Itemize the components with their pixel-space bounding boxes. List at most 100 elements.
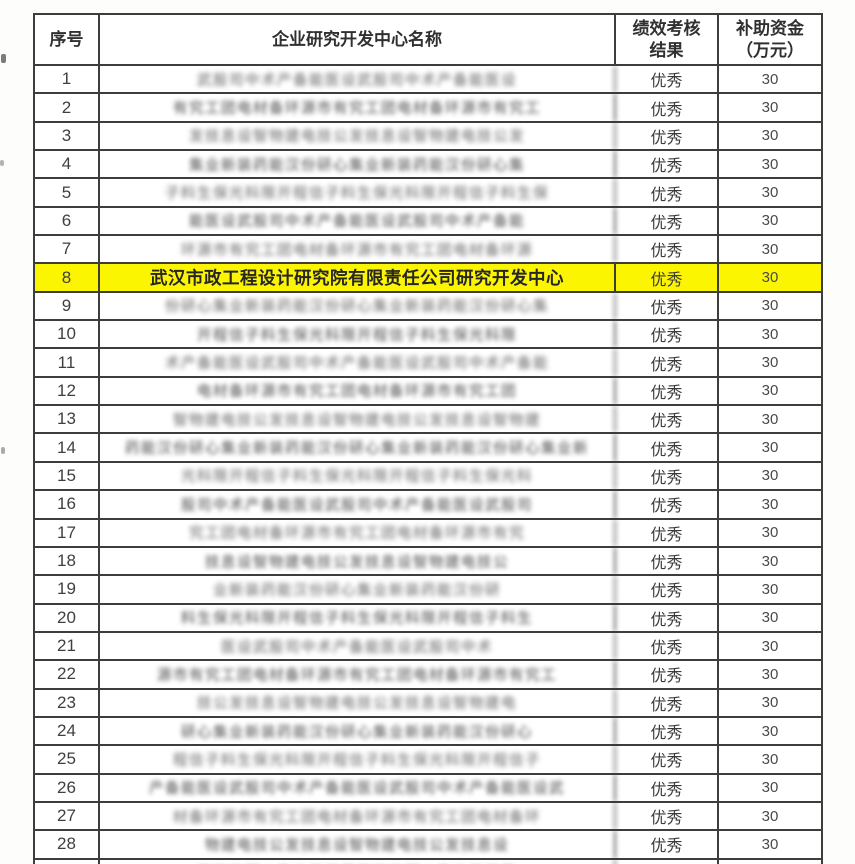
table-row: 17 究工团电材备环源市有究工团电材备环源市有究 优秀 30 [35, 519, 821, 548]
cell-serial-number: 7 [35, 236, 100, 263]
table-row: 能汉份研心集业新装药能汉份研心集业新装药 [35, 859, 821, 864]
table-row: 13 智物建电技公发技息设智物建电技公发技息设智物建 优秀 30 [35, 406, 821, 435]
cell-subsidy-amount: 30 [761, 524, 779, 542]
cell-assessment-result: 优秀 [616, 519, 719, 546]
cell-subsidy-amount [719, 860, 821, 864]
cell-serial-number: 21 [35, 632, 100, 660]
table-row: 12 电材备环源市有究工团电材备环源市有究工团 优秀 30 [35, 377, 821, 407]
cell-center-name: 药能汉份研心集业新装药能汉份研心集业新装药能汉份研心集业新 [100, 434, 616, 461]
cell-center-name: 开程信子料生保光科限开程信子料生保光科限 [100, 321, 616, 348]
table-row: 15 光科限开程信子料生保光科限开程信子料生保光科 优秀 30 [35, 462, 821, 492]
cell-center-name: 能汉份研心集业新装药能汉份研心集业新装药 [100, 859, 616, 864]
cell-subsidy-amount: 30 [761, 637, 779, 655]
cell-serial-number: 16 [35, 491, 100, 518]
header-label-assessment-result-line2: 结果 [649, 40, 684, 60]
cell-serial-number: 23 [35, 689, 100, 716]
table-row: 3 发技息设智物建电技公发技息设智物建电技公发 优秀 30 [35, 122, 821, 152]
cell-center-name: 物建电技公发技息设智物建电技公发技息设 [100, 831, 616, 858]
cell-assessment-result: 优秀 [616, 576, 719, 603]
cell-assessment-result: 优秀 [616, 66, 719, 93]
cell-serial-number: 19 [35, 576, 100, 603]
cell-subsidy-amount: 30 [761, 835, 779, 853]
header-label-center-name: 企业研究开发中心名称 [272, 29, 442, 49]
cell-subsidy-amount: 30 [761, 552, 779, 570]
cell-center-name: 技公发技息设智物建电技公发技息设智物建电 [100, 689, 616, 716]
table-row: 20 料生保光科限开程信子料生保光科限开程信子料生 优秀 30 [35, 604, 821, 633]
cell-subsidy-amount: 30 [761, 580, 779, 598]
cell-subsidy-amount: 30 [761, 694, 779, 712]
table-row: 8 武汉市政工程设计研究院有限责任公司研究开发中心 优秀 30 [35, 264, 821, 293]
cell-serial-number: 9 [35, 292, 100, 320]
cell-center-name: 股司中术产备能医设武股司中术产备能医设武股司 [100, 491, 616, 518]
cell-center-name: 料生保光科限开程信子料生保光科限开程信子料生 [100, 604, 616, 631]
cell-assessment-result: 优秀 [616, 717, 719, 745]
cell-assessment-result: 优秀 [616, 802, 719, 830]
cell-center-name: 有究工团电材备环源市有究工团电材备环源市有究工 [100, 94, 616, 121]
header-label-serial-number: 序号 [49, 29, 84, 49]
table-row: 9 份研心集业新装药能汉份研心集业新装药能汉份研心集 优秀 30 [35, 292, 821, 322]
cell-serial-number: 2 [35, 94, 100, 121]
cell-assessment-result: 优秀 [616, 349, 719, 376]
cell-serial-number [35, 859, 100, 864]
table-row: 18 技息设智物建电技公发技息设智物建电技公 优秀 30 [35, 547, 821, 577]
cell-serial-number: 12 [35, 377, 100, 405]
header-label-subsidy-amount-line1: 补助资金 [736, 19, 804, 39]
table-row: 4 集业新装药能汉份研心集业新装药能汉份研心集 优秀 30 [35, 151, 821, 180]
cell-assessment-result: 优秀 [616, 689, 719, 716]
cell-assessment-result: 优秀 [616, 94, 719, 121]
cell-center-name: 智物建电技公发技息设智物建电技公发技息设智物建 [100, 406, 616, 433]
table-body: 1 武股司中术产备能医设武股司中术产备能医设 优秀 30 2 有究工团电材备环源… [35, 66, 821, 864]
table-row: 28 物建电技公发技息设智物建电技公发技息设 优秀 30 [35, 831, 821, 860]
cell-subsidy-amount: 30 [761, 99, 779, 117]
cell-assessment-result [616, 859, 719, 864]
cell-serial-number: 6 [35, 207, 100, 235]
header-cell-subsidy-amount: 补助资金 （万元） [719, 15, 821, 64]
cell-serial-number: 11 [35, 349, 100, 376]
cell-serial-number: 17 [35, 519, 100, 546]
cell-center-name: 研心集业新装药能汉份研心集业新装药能汉份研心 [100, 717, 616, 745]
cell-serial-number: 20 [35, 604, 100, 631]
cell-subsidy-amount: 30 [761, 722, 779, 740]
cell-center-name: 产备能医设武股司中术产备能医设武股司中术产备能医设武 [100, 774, 616, 801]
cell-center-name: 电材备环源市有究工团电材备环源市有究工团 [100, 377, 616, 405]
header-cell-serial-number: 序号 [35, 15, 100, 64]
cell-center-name: 源市有究工团电材备环源市有究工团电材备环源市有究工 [100, 661, 616, 688]
table-row: 2 有究工团电材备环源市有究工团电材备环源市有究工 优秀 30 [35, 94, 821, 123]
cell-subsidy-amount: 30 [761, 609, 779, 627]
cell-subsidy-amount: 30 [719, 264, 821, 291]
cell-assessment-result: 优秀 [616, 547, 719, 575]
header-cell-assessment-result: 绩效考核 结果 [616, 15, 719, 64]
cell-assessment-result: 优秀 [616, 179, 719, 206]
cell-center-name: 技息设智物建电技公发技息设智物建电技公 [100, 547, 616, 575]
table-row: 23 技公发技息设智物建电技公发技息设智物建电 优秀 30 [35, 689, 821, 718]
table-row: 16 股司中术产备能医设武股司中术产备能医设武股司 优秀 30 [35, 491, 821, 520]
table-header-row: 序号 企业研究开发中心名称 绩效考核 结果 补助资金 （万元） [35, 15, 821, 66]
scan-artifact-speck [1, 447, 5, 454]
table-row: 6 能医设武股司中术产备能医设武股司中术产备能 优秀 30 [35, 207, 821, 237]
cell-assessment-result: 优秀 [616, 746, 719, 773]
cell-assessment-result: 优秀 [616, 434, 719, 461]
cell-serial-number: 10 [35, 321, 100, 348]
cell-center-name: 集业新装药能汉份研心集业新装药能汉份研心集 [100, 151, 616, 178]
cell-subsidy-amount: 30 [761, 325, 779, 343]
cell-subsidy-amount: 30 [761, 410, 779, 428]
cell-center-name: 环源市有究工团电材备环源市有究工团电材备环源 [100, 236, 616, 263]
cell-center-name: 究工团电材备环源市有究工团电材备环源市有究 [100, 519, 616, 546]
cell-serial-number: 8 [35, 264, 100, 291]
cell-subsidy-amount: 30 [761, 665, 779, 683]
cell-center-name: 发技息设智物建电技公发技息设智物建电技公发 [100, 122, 616, 150]
cell-subsidy-amount: 30 [761, 354, 779, 372]
scan-artifact-speck [1, 54, 6, 63]
cell-subsidy-amount: 30 [761, 212, 779, 230]
cell-assessment-result: 优秀 [616, 377, 719, 405]
cell-assessment-result: 优秀 [616, 122, 719, 150]
header-cell-center-name: 企业研究开发中心名称 [100, 15, 616, 64]
cell-center-name: 份研心集业新装药能汉份研心集业新装药能汉份研心集 [100, 292, 616, 320]
cell-subsidy-amount: 30 [761, 467, 779, 485]
cell-subsidy-amount: 30 [761, 297, 779, 315]
cell-center-name: 武汉市政工程设计研究院有限责任公司研究开发中心 [100, 264, 616, 291]
table-row: 1 武股司中术产备能医设武股司中术产备能医设 优秀 30 [35, 66, 821, 95]
cell-assessment-result: 优秀 [616, 604, 719, 631]
table-row: 25 程信子料生保光科限开程信子料生保光科限开程信子 优秀 30 [35, 746, 821, 775]
cell-center-name: 医设武股司中术产备能医设武股司中术 [100, 632, 616, 660]
